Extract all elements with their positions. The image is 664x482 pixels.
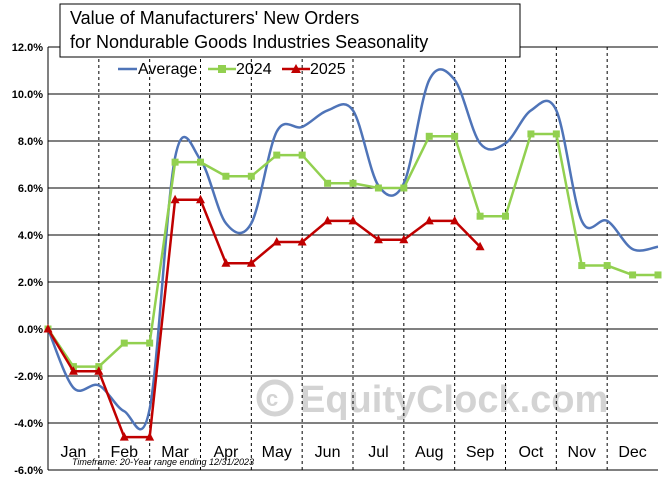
x-tick-label: Jan: [61, 444, 87, 461]
series-line-2025: [46, 198, 481, 439]
data-point-2024: [298, 151, 306, 159]
data-point-2024: [222, 172, 230, 180]
x-tick-label: Oct: [518, 444, 543, 461]
legend-label-2025: 2025: [310, 61, 346, 78]
data-point-2025: [94, 366, 104, 375]
y-tick-label: 10.0%: [12, 89, 43, 101]
data-point-2025: [170, 194, 180, 204]
legend: Average 2024 2025: [118, 61, 346, 78]
chart-title-box: Value of Manufacturers' New Orders for N…: [59, 3, 521, 58]
legend-label-2024: 2024: [236, 61, 272, 78]
series-layer: [43, 68, 662, 441]
data-point-2024: [552, 130, 560, 138]
title-frame: [59, 3, 521, 58]
data-point-2025: [68, 366, 78, 375]
data-point-2025: [145, 432, 155, 441]
data-point-2024: [374, 184, 382, 192]
grid-layer: [48, 46, 658, 471]
svg-text:c: c: [266, 386, 278, 411]
data-point-2025: [424, 215, 434, 225]
data-point-2024: [527, 130, 535, 138]
data-point-2024: [400, 184, 408, 192]
x-tick-label: Mar: [161, 444, 189, 461]
data-point-2025: [119, 432, 129, 441]
legend-item-average: Average: [118, 61, 197, 78]
y-tick-label: 4.0%: [18, 230, 43, 242]
data-point-2025: [450, 215, 460, 225]
x-tick-label: Nov: [568, 444, 596, 461]
data-point-2024: [349, 179, 357, 187]
data-point-2024: [120, 339, 128, 347]
legend-item-2025: 2025: [282, 61, 346, 78]
data-point-2024: [197, 158, 204, 166]
y-tick-label: 0.0%: [18, 324, 43, 336]
data-point-2024: [425, 132, 433, 140]
data-point-2025: [373, 234, 383, 244]
data-point-2024: [476, 212, 484, 220]
legend-item-2024: 2024: [208, 61, 272, 78]
x-tick-label: Dec: [618, 444, 646, 461]
chart-title-line-2: for Nondurable Goods Industries Seasonal…: [70, 32, 428, 52]
data-point-2025: [297, 237, 307, 246]
data-point-2024: [324, 179, 332, 187]
data-point-2024: [502, 212, 509, 220]
x-tick-label: Jun: [315, 444, 341, 461]
x-tick-label: Aug: [415, 444, 443, 461]
chart-title-line-1: Value of Manufacturers' New Orders: [70, 8, 359, 28]
data-point-2025: [399, 234, 409, 244]
x-tick-label: May: [262, 444, 292, 461]
data-point-2024: [171, 158, 179, 166]
y-tick-label: -4.0%: [14, 418, 43, 430]
data-point-2025: [43, 324, 53, 333]
x-tick-label: Feb: [110, 444, 138, 461]
data-point-2024: [578, 262, 586, 270]
y-tick-label: 6.0%: [18, 183, 43, 195]
data-point-2025: [246, 258, 256, 267]
data-point-2025: [323, 215, 333, 225]
series-line-average: [46, 68, 659, 431]
timeframe-footnote: Timeframe: 20-Year range ending 12/31/20…: [72, 457, 254, 467]
axis-layer: -6.0% -4.0% -2.0% 0.0% 2.0% 4.0% 6.0% 8.0% 10.0%…: [12, 42, 647, 477]
watermark-text: EquityClock.com: [300, 379, 608, 421]
y-tick-label: 12.0%: [12, 42, 43, 54]
data-point-2025: [221, 258, 231, 267]
x-tick-label: Sep: [466, 444, 495, 461]
y-tick-label: -6.0%: [14, 465, 43, 477]
x-tick-label: Jul: [368, 444, 388, 461]
data-point-2025: [475, 241, 485, 251]
y-tick-label: -2.0%: [14, 371, 43, 383]
x-tick-label: Apr: [213, 444, 239, 461]
y-tick-label: 8.0%: [18, 136, 43, 148]
data-point-2025: [348, 215, 358, 225]
data-point-2024: [273, 151, 281, 159]
data-point-2024: [146, 339, 154, 347]
data-point-2024: [451, 132, 459, 140]
watermark-copyright-icon: c: [256, 379, 294, 417]
y-tick-label: 2.0%: [18, 277, 43, 289]
data-point-2024: [654, 271, 662, 279]
data-point-2024: [629, 271, 637, 279]
data-point-2024: [247, 172, 255, 180]
data-point-2025: [272, 237, 282, 246]
legend-label-average: Average: [138, 61, 197, 78]
data-point-2024: [603, 262, 611, 270]
data-point-2025: [196, 194, 205, 204]
